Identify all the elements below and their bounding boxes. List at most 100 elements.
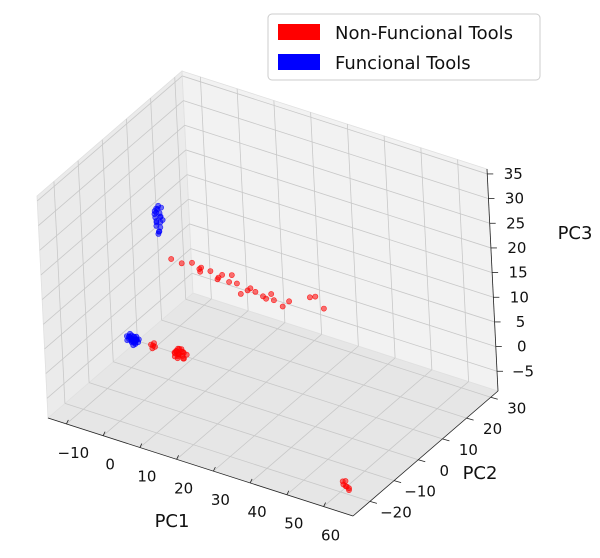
z-gridline-side — [36, 75, 183, 202]
z-gridline-side — [44, 223, 190, 350]
y-tick-label: 0 — [439, 462, 449, 480]
z-gridline-back — [183, 100, 489, 199]
x-gridline-back — [199, 76, 212, 299]
z-gridline-side — [46, 272, 193, 399]
data-point — [320, 305, 327, 312]
z-gridline-side — [41, 174, 188, 300]
y-tick-label: −10 — [404, 483, 436, 501]
axes-panes — [36, 70, 499, 517]
x-tick-label: −10 — [58, 444, 90, 462]
x-tick-label: 60 — [321, 527, 340, 545]
series-0 — [148, 256, 352, 493]
z-tick-label: −5 — [512, 362, 534, 380]
x-gridline-back — [383, 135, 396, 358]
z-tick-label: 35 — [504, 165, 523, 183]
y-tick-mark — [490, 396, 498, 400]
data-point — [279, 303, 286, 310]
x-axis-label: PC1 — [155, 511, 190, 532]
data-point — [346, 487, 352, 493]
x-gridline-floor — [66, 298, 212, 425]
x-tick-mark — [249, 478, 253, 484]
x-gridline-back — [310, 112, 323, 335]
data-point — [155, 202, 162, 209]
y-gridline-side — [126, 118, 138, 341]
data-point — [286, 298, 292, 305]
data-point — [155, 228, 162, 235]
x-tick-label: 0 — [105, 456, 115, 474]
legend-label-non-functional: Non-Funcional Tools — [335, 23, 513, 44]
z-gridline-back — [190, 248, 496, 347]
y-tick-mark — [369, 501, 378, 504]
data-point — [189, 259, 195, 266]
y-axis-label: PC2 — [463, 463, 498, 484]
legend-box — [267, 13, 541, 81]
y-gridline-floor — [64, 403, 371, 502]
data-point — [124, 333, 130, 339]
z-tick-label: 5 — [516, 313, 526, 331]
data-points — [124, 202, 352, 493]
y-gridline-floor — [88, 382, 395, 481]
data-point — [260, 293, 266, 300]
x-tick-mark — [139, 443, 143, 448]
z-gridline-back — [191, 272, 498, 372]
z-gridline-side — [39, 124, 185, 251]
axes-lines — [47, 168, 499, 517]
data-point — [159, 217, 166, 223]
x-tick-mark — [213, 466, 216, 472]
data-point — [153, 222, 160, 229]
z-tick-label: 0 — [517, 338, 527, 356]
data-point — [171, 353, 178, 360]
z-gridline-back — [185, 149, 492, 249]
x-axis-line — [47, 417, 354, 517]
axes-ticks: −100102030405060−20−100102030−5051015202… — [58, 165, 535, 545]
data-point — [135, 339, 141, 346]
z-tick-label: 30 — [505, 190, 524, 208]
data-point — [173, 348, 180, 355]
data-point — [228, 272, 235, 278]
data-point — [233, 280, 240, 287]
x-gridline-floor — [139, 322, 286, 448]
data-point — [149, 345, 156, 352]
y-tick-label: 20 — [483, 420, 502, 438]
z-gridline-back — [187, 174, 493, 273]
data-point — [180, 355, 187, 362]
series-1 — [124, 202, 166, 349]
x-tick-mark — [66, 419, 69, 425]
z-gridline-back — [182, 75, 488, 175]
y-tick-label: 10 — [459, 441, 478, 459]
legend-label-functional: Funcional Tools — [335, 53, 471, 74]
x-tick-label: 40 — [248, 503, 267, 521]
data-point — [168, 256, 175, 262]
x-tick-label: 30 — [211, 491, 230, 509]
y-gridline-floor — [185, 298, 491, 398]
x-gridline-floor — [176, 334, 322, 460]
z-tick-label: 10 — [510, 288, 529, 306]
data-point — [226, 279, 232, 285]
z-tick-label: 25 — [506, 214, 525, 232]
x-gridline-back — [420, 147, 433, 370]
z-gridline-side — [40, 149, 187, 276]
y-gridline-floor — [137, 340, 443, 440]
y-gridline-side — [53, 181, 66, 404]
data-point — [237, 290, 244, 297]
axes-grid — [36, 75, 498, 507]
y-gridline-side — [101, 139, 114, 362]
y-tick-label: 30 — [507, 399, 526, 417]
data-point — [312, 293, 319, 300]
x-tick-mark — [286, 490, 290, 495]
z-gridline-back — [189, 223, 495, 323]
data-point — [270, 297, 277, 304]
y-gridline-side — [77, 160, 90, 383]
x-gridline-floor — [102, 310, 249, 437]
y-gridline-floor — [161, 319, 467, 419]
z-axis-line — [486, 168, 499, 392]
data-point — [128, 337, 135, 344]
data-point — [214, 276, 221, 283]
x-gridline-floor — [249, 357, 396, 484]
z-gridline-back — [188, 198, 494, 298]
z-gridline-side — [45, 248, 192, 374]
x-gridline-floor — [213, 345, 359, 472]
y-tick-mark — [393, 480, 402, 483]
data-point — [342, 478, 349, 484]
